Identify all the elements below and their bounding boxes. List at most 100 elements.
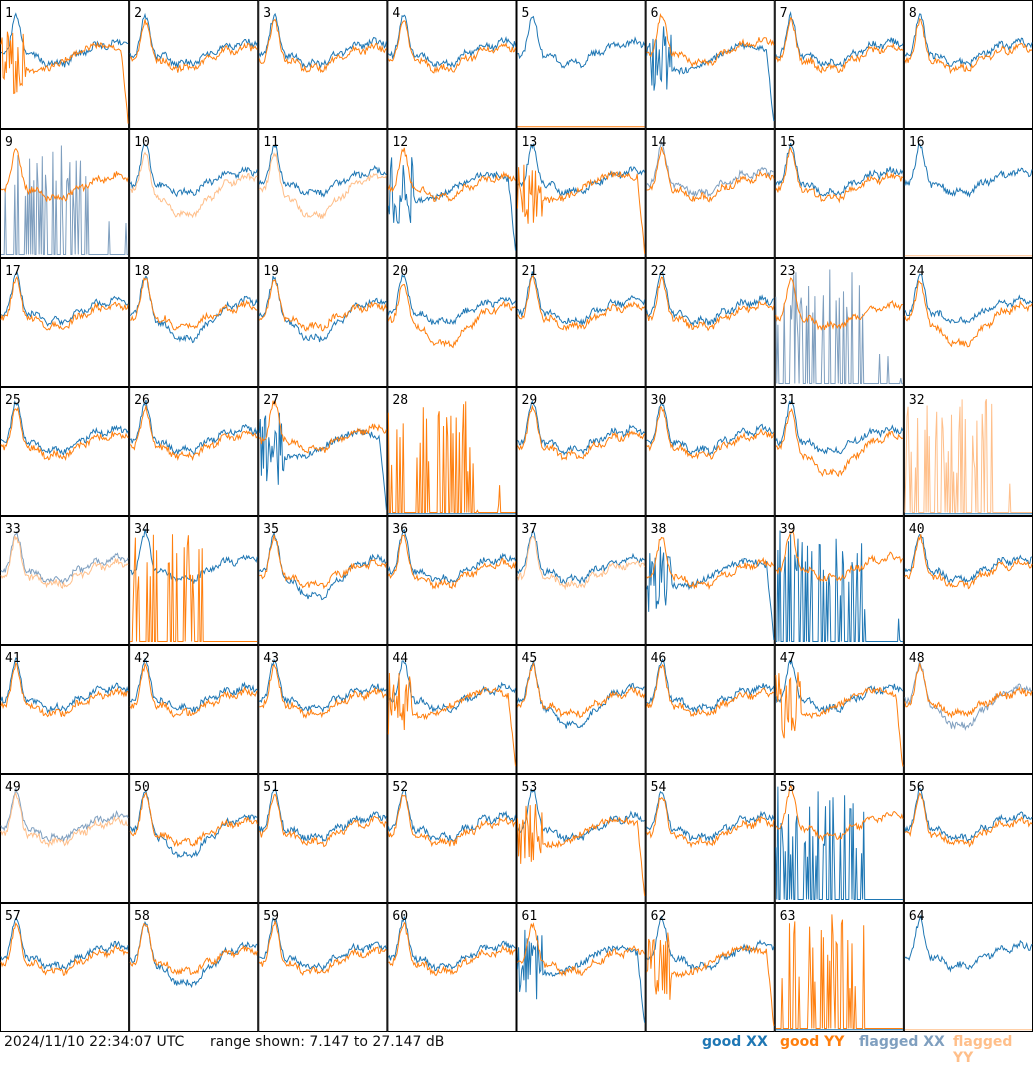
panel-label: 63 xyxy=(780,909,796,924)
panel-43: 43 xyxy=(258,645,388,774)
series-xx-good xyxy=(0,657,129,714)
panel-47: 47 xyxy=(774,645,904,774)
series-yy-good xyxy=(517,164,646,254)
panel-label: 7 xyxy=(780,6,788,21)
panel-frame xyxy=(129,258,259,387)
panel-label: 52 xyxy=(392,780,408,795)
series-yy-good xyxy=(258,919,387,977)
panel-label: 24 xyxy=(909,264,925,279)
panel-frame xyxy=(903,0,1033,129)
series-yy-good xyxy=(387,534,516,590)
series-yy-flagged xyxy=(904,399,1032,513)
series-yy-good xyxy=(775,529,904,582)
panel-frame xyxy=(903,774,1033,903)
series-xx-good xyxy=(129,143,258,198)
panel-label: 46 xyxy=(651,651,667,666)
panel-frame xyxy=(645,645,775,774)
panel-39: 39 xyxy=(774,516,904,645)
panel-label: 59 xyxy=(263,909,279,924)
panel-10: 10 xyxy=(129,129,259,258)
panel-62: 62 xyxy=(645,903,775,1032)
panel-46: 46 xyxy=(645,645,775,774)
series-xx-good xyxy=(517,271,646,326)
panel-frame xyxy=(516,645,646,774)
series-yy-good xyxy=(387,283,516,349)
panel-label: 61 xyxy=(522,909,538,924)
panel-label: 20 xyxy=(392,264,408,279)
panel-frame xyxy=(645,0,775,129)
series-xx-good xyxy=(258,658,387,714)
footer: 2024/11/10 22:34:07 UTC range shown: 7.1… xyxy=(0,1032,1033,1066)
panel-frame xyxy=(0,258,130,387)
panel-label: 40 xyxy=(909,522,925,537)
series-yy-good xyxy=(646,13,775,69)
series-xx-good xyxy=(387,157,516,251)
panel-36: 36 xyxy=(387,516,517,645)
panel-50: 50 xyxy=(129,774,259,903)
panel-label: 9 xyxy=(5,135,13,150)
panel-label: 34 xyxy=(134,522,150,537)
panel-frame xyxy=(129,387,259,516)
series-yy-good xyxy=(129,405,258,462)
panel-label: 38 xyxy=(651,522,667,537)
series-xx-good xyxy=(258,12,387,69)
panel-2: 2 xyxy=(129,0,259,129)
panel-frame xyxy=(903,258,1033,387)
panel-label: 39 xyxy=(780,522,796,537)
series-yy-good xyxy=(129,923,258,976)
panel-label: 56 xyxy=(909,780,925,795)
series-yy-good xyxy=(387,401,516,513)
panel-frame xyxy=(516,129,646,258)
panel-label: 60 xyxy=(392,909,408,924)
panel-frame xyxy=(516,0,646,129)
panel-label: 54 xyxy=(651,780,667,795)
panel-33: 33 xyxy=(0,516,130,645)
panel-label: 23 xyxy=(780,264,796,279)
panel-label: 15 xyxy=(780,135,796,150)
series-xx-good xyxy=(646,400,775,456)
panel-45: 45 xyxy=(516,645,646,774)
panel-57: 57 xyxy=(0,903,130,1032)
series-xx-good xyxy=(904,787,1033,843)
series-xx-good xyxy=(904,13,1033,68)
panel-55: 55 xyxy=(774,774,904,903)
panel-label: 6 xyxy=(651,6,659,21)
panel-31: 31 xyxy=(774,387,904,516)
panel-label: 11 xyxy=(263,135,279,150)
series-xx-good xyxy=(775,786,903,900)
series-xx-good xyxy=(646,546,775,640)
panel-label: 28 xyxy=(392,393,408,408)
panel-label: 17 xyxy=(5,264,21,279)
series-xx-good xyxy=(775,530,903,642)
series-yy-flagged xyxy=(0,791,129,849)
panel-label: 51 xyxy=(263,780,279,795)
series-xx-good xyxy=(258,143,387,198)
panel-52: 52 xyxy=(387,774,517,903)
panel-61: 61 xyxy=(516,903,646,1032)
panel-41: 41 xyxy=(0,645,130,774)
panel-label: 2 xyxy=(134,6,142,21)
series-xx-good xyxy=(775,11,904,68)
series-yy-good xyxy=(0,661,129,718)
panel-label: 19 xyxy=(263,264,279,279)
panel-51: 51 xyxy=(258,774,388,903)
series-xx-good xyxy=(646,790,775,843)
legend-flagged-yy: flagged YY xyxy=(953,1034,1013,1066)
panel-4: 4 xyxy=(387,0,517,129)
panel-frame xyxy=(129,774,259,903)
panel-label: 3 xyxy=(263,6,271,21)
panel-label: 29 xyxy=(522,393,538,408)
panel-29: 29 xyxy=(516,387,646,516)
panel-16: 16 xyxy=(903,129,1033,258)
series-yy-flagged xyxy=(258,152,387,219)
panel-frame xyxy=(129,903,259,1032)
panel-26: 26 xyxy=(129,387,259,516)
panel-frame xyxy=(258,903,388,1032)
panel-14: 14 xyxy=(645,129,775,258)
series-yy-good xyxy=(259,534,387,590)
panel-59: 59 xyxy=(258,903,388,1032)
series-yy-good xyxy=(130,277,258,331)
panel-label: 14 xyxy=(651,135,667,150)
panel-12: 12 xyxy=(387,129,517,258)
series-xx-good xyxy=(387,789,516,843)
